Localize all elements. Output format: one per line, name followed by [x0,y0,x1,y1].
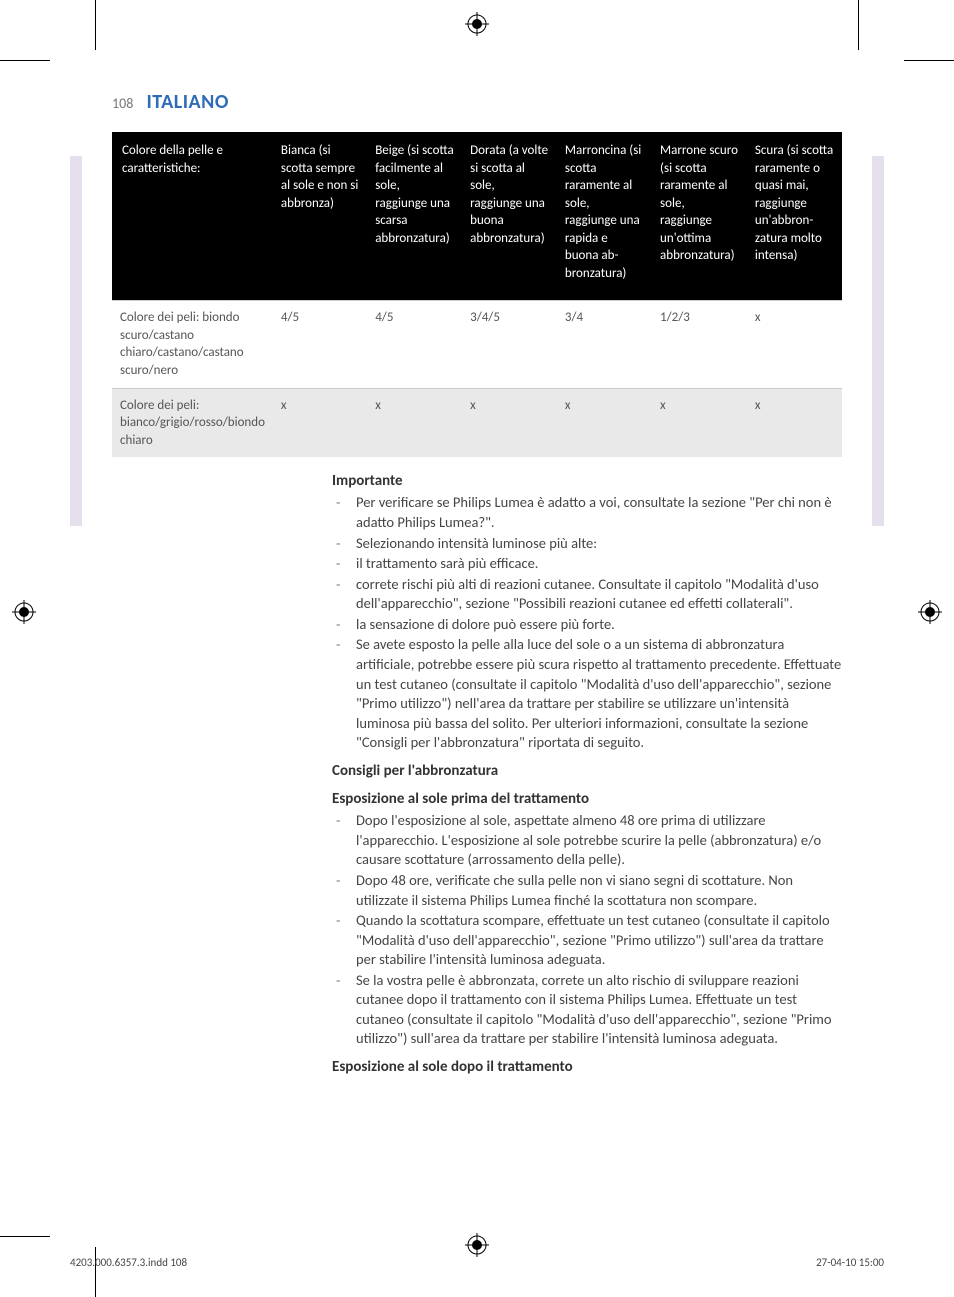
registration-mark-icon [918,600,942,624]
cell: x [747,388,842,457]
crop-mark [95,1247,96,1297]
page-number: 108 [112,95,133,112]
list-item: Se avete esposto la pelle alla luce del … [352,635,842,752]
cell: 4/5 [367,301,462,388]
list-item: Quando la scottatura scompare, effettuat… [352,911,842,970]
print-footer: 4203.000.6357.3.indd 108 27-04-10 15:00 [70,1256,884,1269]
cell: 3/4/5 [462,301,557,388]
cell: 1/2/3 [652,301,747,388]
list-item: Per verificare se Philips Lumea è adatto… [352,493,842,532]
page-header: 108 ITALIANO [112,90,842,114]
registration-mark-icon [465,1233,489,1257]
tanning-list: Dopo l'esposizione al sole, aspettate al… [332,811,842,1049]
table-row: Colore dei peli: bianco/grigio/rosso/bio… [112,388,842,457]
sun-after-heading: Esposizione al sole dopo il trattamento [332,1057,842,1077]
cell: x [747,301,842,388]
th-beige: Beige (si scotta facilmente al sole, rag… [367,132,462,301]
important-list: Per verificare se Philips Lumea è adatto… [332,493,842,752]
crop-mark [858,0,859,50]
cell: x [273,388,367,457]
tanning-heading: Consigli per l'abbronzatura [332,761,842,781]
list-item: Dopo l'esposizione al sole, aspettate al… [352,811,842,870]
table-header-row: Colore della pelle e caratteristiche: Bi… [112,132,842,301]
list-item: correte rischi più alti di reazioni cuta… [352,575,842,614]
cell: x [462,388,557,457]
th-white: Bianca (si scotta sempre al sole e non s… [273,132,367,301]
sun-before-heading: Esposizione al sole prima del trattament… [332,789,842,809]
registration-mark-icon [12,600,36,624]
crop-mark [0,60,50,61]
cell: x [557,388,652,457]
skin-color-table: Colore della pelle e caratteristiche: Bi… [112,132,842,457]
list-item: Dopo 48 ore, verificate che sulla pelle … [352,871,842,910]
page-body: 108 ITALIANO Colore della pelle e caratt… [70,90,884,1079]
row-label: Colore dei peli: bianco/grigio/rosso/bio… [112,388,273,457]
cell: x [367,388,462,457]
content-column: Importante Per verificare se Philips Lum… [332,471,842,1077]
list-item: Selezionando intensità luminose più alte… [352,534,842,554]
cell: x [652,388,747,457]
th-golden: Dorata (a volte si scotta al sole, raggi… [462,132,557,301]
th-characteristics: Colore della pelle e caratteristiche: [112,132,273,301]
crop-mark [904,60,954,61]
row-label: Colore dei peli: biondo scuro/castano ch… [112,301,273,388]
crop-mark [0,1236,50,1237]
important-heading: Importante [332,471,842,491]
list-item: Se la vostra pelle è abbronzata, correte… [352,971,842,1049]
cell: 3/4 [557,301,652,388]
registration-mark-icon [465,12,489,36]
crop-mark [95,0,96,50]
th-darkbrown: Marrone scuro (si scotta raramente al so… [652,132,747,301]
footer-filename: 4203.000.6357.3.indd 108 [70,1256,187,1269]
list-item: il trattamento sarà più efficace. [352,554,842,574]
cell: 4/5 [273,301,367,388]
table-row: Colore dei peli: biondo scuro/castano ch… [112,301,842,388]
language-label: ITALIANO [146,90,228,114]
th-dark: Scura (si scotta ra­ramente o quasi mai,… [747,132,842,301]
list-item: la sensazione di dolore può essere più f… [352,615,842,635]
th-lightbrown: Marroncina (si scotta raramente al sole,… [557,132,652,301]
footer-timestamp: 27-04-10 15:00 [816,1256,884,1269]
